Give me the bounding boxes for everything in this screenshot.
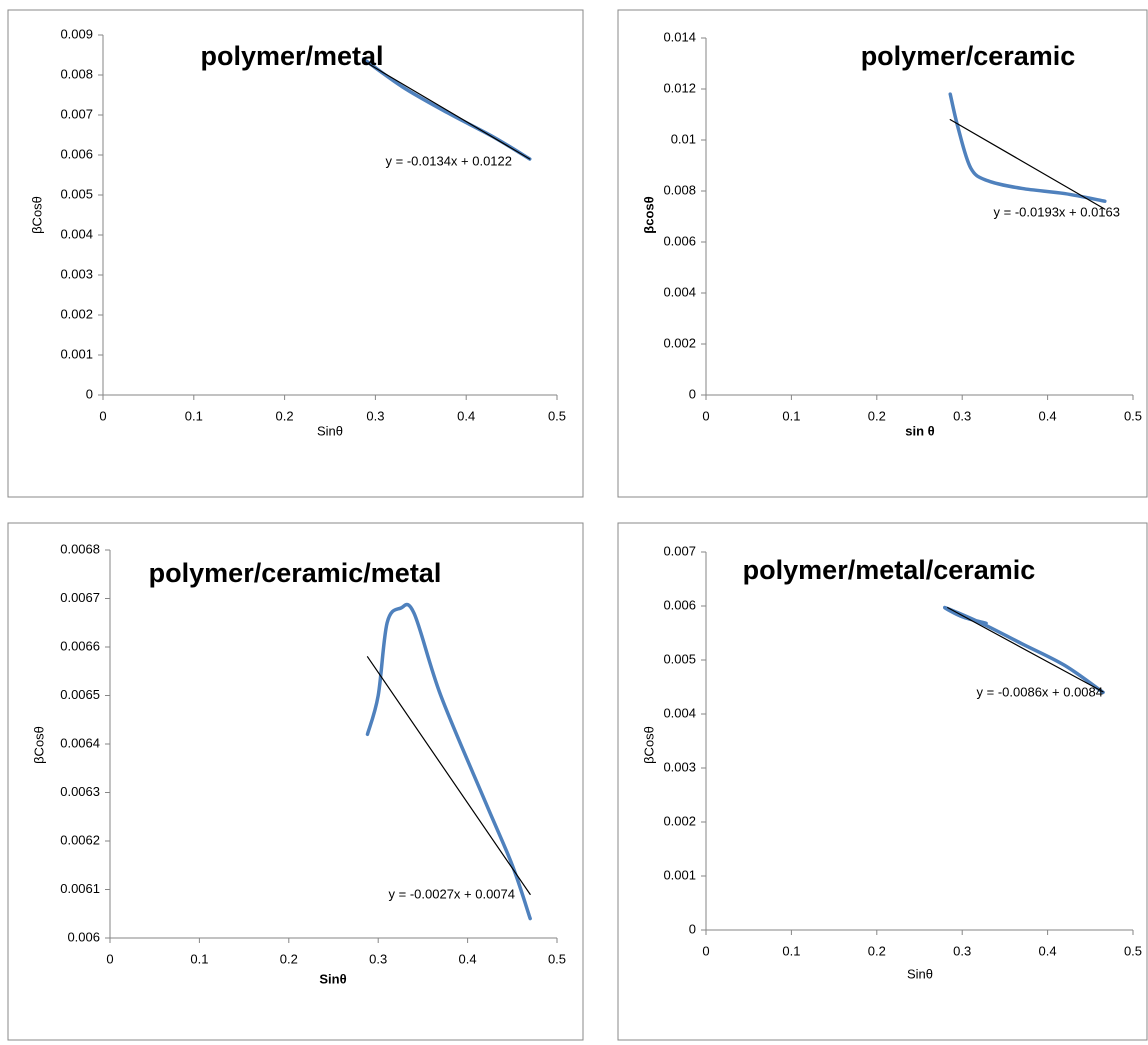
y-tick-label: 0.006	[663, 597, 696, 612]
y-tick-label: 0.008	[663, 182, 696, 197]
y-tick-label: 0.005	[60, 186, 93, 201]
chart-title: polymer/ceramic	[861, 41, 1076, 71]
chart-title: polymer/metal	[200, 41, 383, 71]
y-tick-label: 0.001	[60, 346, 93, 361]
data-curve	[948, 92, 1107, 203]
y-axis-label: βCosθ	[641, 726, 656, 764]
x-tick-label: 0	[702, 408, 709, 423]
y-axis-label: βCosθ	[29, 196, 44, 234]
y-tick-label: 0.005	[663, 651, 696, 666]
x-tick-label: 0.5	[1124, 408, 1142, 423]
y-tick-label: 0.01	[671, 131, 696, 146]
y-tick-label: 0.009	[60, 26, 93, 41]
x-tick-label: 0.1	[190, 951, 208, 966]
x-tick-label: 0.1	[782, 408, 800, 423]
y-tick-label: 0	[689, 921, 696, 936]
x-tick-label: 0.3	[366, 408, 384, 423]
trend-line	[949, 119, 1106, 210]
x-axis-label: Sinθ	[907, 966, 933, 981]
x-tick-label: 0.2	[280, 951, 298, 966]
chart-frame	[7, 522, 584, 1041]
chart-title: polymer/ceramic/metal	[149, 558, 442, 588]
data-curve	[943, 605, 1105, 695]
x-tick-label: 0	[702, 943, 709, 958]
y-axis-label: βcosθ	[641, 196, 656, 233]
y-tick-label: 0.004	[60, 226, 93, 241]
chart-frame	[7, 9, 584, 498]
y-tick-label: 0.0064	[60, 735, 100, 750]
y-tick-label: 0	[86, 386, 93, 401]
trend-line	[947, 607, 1104, 693]
x-tick-label: 0.5	[1124, 943, 1142, 958]
y-tick-label: 0.004	[663, 705, 696, 720]
x-tick-label: 0.3	[369, 951, 387, 966]
y-tick-label: 0.001	[663, 867, 696, 882]
y-tick-label: 0.006	[67, 929, 100, 944]
x-axis-label: Sinθ	[319, 971, 346, 986]
trend-equation: y = -0.0027x + 0.0074	[389, 886, 515, 901]
y-tick-label: 0.004	[663, 284, 696, 299]
trend-equation: y = -0.0086x + 0.0084	[977, 684, 1103, 699]
y-tick-label: 0.0066	[60, 638, 100, 653]
y-tick-label: 0.012	[663, 80, 696, 95]
y-tick-label: 0	[689, 386, 696, 401]
x-tick-label: 0.1	[782, 943, 800, 958]
y-tick-label: 0.002	[663, 335, 696, 350]
y-tick-label: 0.0063	[60, 784, 100, 799]
x-tick-label: 0.2	[868, 408, 886, 423]
y-tick-label: 0.003	[663, 759, 696, 774]
y-axis-label: βCosθ	[31, 726, 46, 764]
x-tick-label: 0.4	[457, 408, 475, 423]
y-tick-label: 0.0065	[60, 687, 100, 702]
y-tick-label: 0.0067	[60, 590, 100, 605]
x-tick-label: 0.2	[868, 943, 886, 958]
x-tick-label: 0	[106, 951, 113, 966]
y-tick-label: 0.002	[663, 813, 696, 828]
x-tick-label: 0.4	[459, 951, 477, 966]
x-axis-label: sin θ	[905, 423, 934, 438]
x-tick-label: 0.4	[1039, 943, 1057, 958]
trend-line	[366, 656, 531, 895]
chart-title: polymer/metal/ceramic	[743, 555, 1036, 585]
y-tick-label: 0.007	[663, 543, 696, 558]
chart-frame	[617, 9, 1148, 498]
x-tick-label: 0.3	[953, 943, 971, 958]
trend-equation: y = -0.0193x + 0.0163	[994, 204, 1120, 219]
y-tick-label: 0.006	[60, 146, 93, 161]
x-tick-label: 0	[99, 408, 106, 423]
y-tick-label: 0.014	[663, 29, 696, 44]
x-tick-label: 0.5	[548, 951, 566, 966]
x-tick-label: 0.1	[185, 408, 203, 423]
x-tick-label: 0.2	[276, 408, 294, 423]
data-curve	[365, 602, 532, 921]
y-tick-label: 0.003	[60, 266, 93, 281]
y-tick-label: 0.0061	[60, 881, 100, 896]
x-tick-label: 0.4	[1039, 408, 1057, 423]
y-tick-label: 0.007	[60, 106, 93, 121]
chart-frame	[617, 522, 1148, 1041]
y-tick-label: 0.0062	[60, 832, 100, 847]
x-tick-label: 0.3	[953, 408, 971, 423]
x-tick-label: 0.5	[548, 408, 566, 423]
y-tick-label: 0.0068	[60, 541, 100, 556]
x-axis-label: Sinθ	[317, 423, 343, 438]
trend-line	[362, 60, 531, 160]
y-tick-label: 0.008	[60, 66, 93, 81]
y-tick-label: 0.006	[663, 233, 696, 248]
y-tick-label: 0.002	[60, 306, 93, 321]
trend-equation: y = -0.0134x + 0.0122	[386, 153, 512, 168]
